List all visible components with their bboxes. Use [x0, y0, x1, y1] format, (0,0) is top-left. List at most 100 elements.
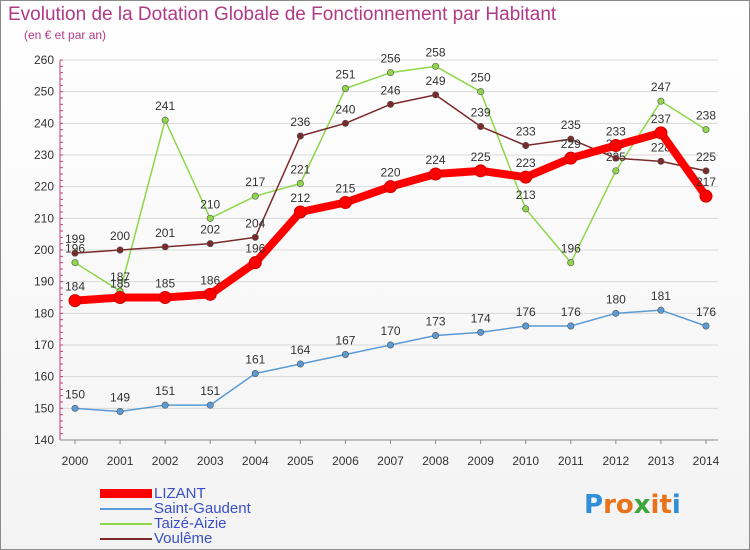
- data-label: 225: [471, 150, 491, 164]
- data-point: [477, 88, 485, 96]
- data-point: [161, 116, 169, 124]
- data-point: [386, 69, 394, 77]
- data-label: 180: [606, 292, 626, 306]
- x-tick-label: 2009: [467, 454, 494, 468]
- x-tick-label: 2007: [377, 454, 404, 468]
- x-tick-label: 2000: [62, 454, 89, 468]
- x-tick-label: 2002: [152, 454, 179, 468]
- data-label: 174: [471, 311, 491, 325]
- data-label: 249: [426, 74, 446, 88]
- x-tick-label: 2012: [603, 454, 630, 468]
- logo-letter: o: [615, 490, 634, 520]
- data-label: 250: [471, 71, 491, 85]
- data-point: [567, 259, 575, 267]
- y-tick-label: 170: [34, 338, 54, 352]
- data-label: 236: [290, 115, 310, 129]
- data-point: [384, 180, 397, 194]
- data-label: 256: [380, 52, 400, 66]
- data-point: [432, 62, 440, 70]
- legend-item-lizant: LIZANT: [100, 486, 251, 501]
- data-point: [612, 167, 620, 175]
- data-point: [386, 100, 394, 108]
- data-point: [522, 322, 530, 330]
- data-label: 246: [380, 83, 400, 97]
- data-point: [116, 407, 124, 415]
- data-point: [296, 180, 304, 188]
- x-tick-label: 2005: [287, 454, 314, 468]
- data-label: 225: [696, 150, 716, 164]
- data-label: 233: [516, 125, 536, 139]
- data-point: [519, 170, 533, 184]
- y-tick-label: 160: [34, 370, 54, 384]
- legend-label-lizant: LIZANT: [154, 485, 206, 502]
- data-point: [699, 189, 713, 203]
- y-tick-label: 240: [34, 116, 54, 130]
- legend-swatch-taize-aizie: [100, 522, 152, 525]
- data-point: [702, 322, 710, 330]
- data-point: [657, 97, 665, 105]
- data-label: 164: [290, 343, 310, 357]
- data-label: 161: [245, 353, 265, 367]
- legend-swatch-saint-gaudent: [100, 507, 152, 510]
- data-label: 167: [335, 334, 355, 348]
- data-point: [71, 259, 79, 267]
- y-tick-label: 150: [34, 401, 54, 415]
- data-point: [429, 167, 443, 181]
- legend-label-saint-gaudent: Saint-Gaudent: [154, 500, 251, 517]
- data-label: 217: [696, 175, 716, 189]
- x-tick-label: 2008: [422, 454, 449, 468]
- logo-letter: x: [633, 490, 651, 520]
- data-label: 185: [155, 277, 175, 291]
- data-label: 173: [426, 315, 446, 329]
- legend-label-vouleme: Voulême: [154, 530, 213, 547]
- y-tick-label: 230: [34, 148, 54, 162]
- data-point: [522, 142, 530, 150]
- data-point: [206, 214, 214, 222]
- data-point: [432, 331, 440, 339]
- data-point: [612, 154, 620, 162]
- x-tick-label: 2004: [242, 454, 269, 468]
- data-label: 213: [516, 188, 536, 202]
- data-point: [251, 192, 259, 200]
- data-point: [203, 287, 217, 301]
- data-label: 233: [606, 125, 626, 139]
- data-point: [564, 151, 578, 165]
- x-tick-label: 2010: [512, 454, 539, 468]
- data-point: [248, 256, 262, 270]
- data-label: 150: [65, 387, 85, 401]
- data-point: [474, 164, 488, 178]
- logo-letter: P: [584, 490, 604, 520]
- data-label: 170: [380, 324, 400, 338]
- y-tick-label: 180: [34, 306, 54, 320]
- x-tick-label: 2013: [648, 454, 675, 468]
- chart-title: Evolution de la Dotation Globale de Fonc…: [8, 4, 557, 25]
- data-point: [251, 233, 259, 241]
- data-label: 229: [561, 137, 581, 151]
- data-point: [567, 322, 575, 330]
- data-label: 151: [155, 384, 175, 398]
- data-label: 176: [516, 305, 536, 319]
- data-point: [657, 306, 665, 314]
- data-label: 220: [380, 166, 400, 180]
- data-point: [609, 139, 623, 152]
- legend-item-taize-aizie: Taizé-Aizie: [100, 516, 251, 531]
- data-label: 181: [651, 289, 671, 303]
- data-point: [206, 401, 214, 409]
- data-label: 224: [426, 153, 446, 167]
- y-tick-label: 250: [34, 85, 54, 99]
- data-point: [161, 401, 169, 409]
- data-point: [612, 309, 620, 317]
- data-label: 223: [516, 156, 536, 170]
- data-point: [657, 157, 665, 165]
- data-label: 215: [335, 182, 355, 196]
- data-label: 151: [200, 384, 220, 398]
- data-point: [654, 126, 668, 140]
- data-point: [206, 240, 214, 248]
- data-point: [296, 132, 304, 140]
- legend-swatch-vouleme: [100, 537, 152, 540]
- data-label: 237: [651, 112, 671, 126]
- data-point: [567, 135, 575, 143]
- data-point: [113, 291, 127, 304]
- legend-label-taize-aizie: Taizé-Aizie: [154, 515, 227, 532]
- x-tick-label: 2001: [107, 454, 134, 468]
